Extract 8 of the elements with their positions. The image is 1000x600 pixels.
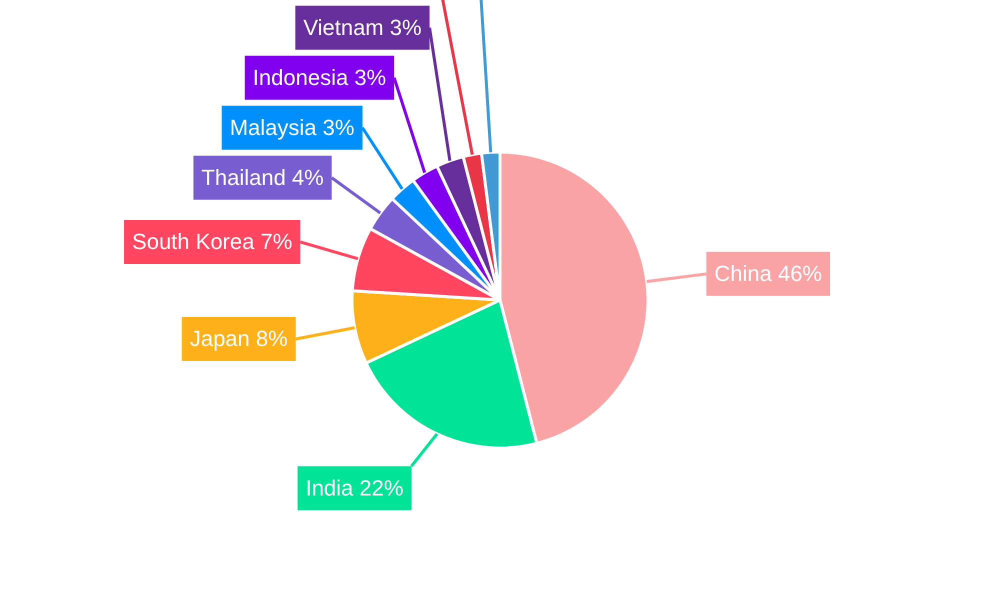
slice-label: Indonesia 3%	[252, 64, 386, 90]
slice-label: China 46%	[714, 260, 822, 286]
slice-label: Japan 8%	[190, 326, 288, 352]
slice-label: Vietnam 3%	[303, 14, 422, 40]
slice-label: India 22%	[306, 475, 404, 500]
slice-label: South Korea 7%	[132, 229, 292, 254]
slice-label: Thailand 4%	[201, 164, 324, 190]
slice-label: Malaysia 3%	[230, 114, 354, 140]
